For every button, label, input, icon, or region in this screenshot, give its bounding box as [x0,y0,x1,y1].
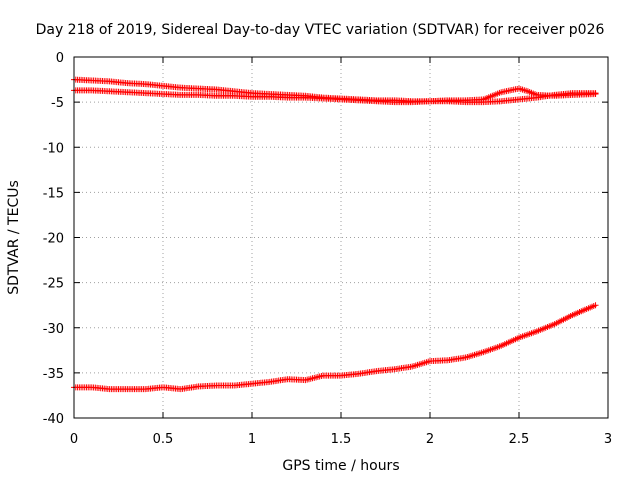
grid-lines [74,57,608,418]
y-tick-label: -40 [43,412,64,427]
data-point [592,302,599,309]
y-tick-label: -25 [43,277,64,292]
series-satellite-c [71,302,599,393]
y-axis-label: SDTVAR / TECUs [6,180,22,295]
y-tick-label: -35 [43,367,64,382]
x-tick-label: 2 [426,432,434,447]
x-axis-tick-labels: 0 0.5 1 1.5 2 2.5 3 [70,432,612,447]
y-tick-label: -5 [51,96,64,111]
x-tick-label: 0 [70,432,78,447]
x-tick-label: 2.5 [509,432,530,447]
series-satellite-b [71,85,599,106]
y-tick-label: -10 [43,141,64,156]
data-point [592,91,599,98]
x-tick-label: 0.5 [153,432,174,447]
y-tick-label: 0 [56,51,64,66]
y-tick-label: -15 [43,186,64,201]
y-axis-tick-labels: 0 -5 -10 -15 -20 -25 -30 -35 -40 [43,51,64,427]
x-tick-label: 1 [248,432,256,447]
axis-ticks [73,56,609,419]
x-axis-label: GPS time / hours [282,458,399,474]
y-tick-label: -30 [43,322,64,337]
x-tick-label: 1.5 [331,432,352,447]
data-series [71,76,599,393]
x-tick-label: 3 [604,432,612,447]
y-tick-label: -20 [43,232,64,247]
chart-title: Day 218 of 2019, Sidereal Day-to-day VTE… [36,22,605,38]
